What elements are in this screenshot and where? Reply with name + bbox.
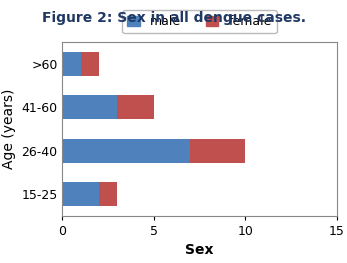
Bar <box>99 182 117 206</box>
Bar <box>62 52 81 76</box>
Bar <box>62 139 191 163</box>
Y-axis label: Age (years): Age (years) <box>2 89 16 169</box>
Legend: male, female: male, female <box>122 10 277 33</box>
Bar <box>62 95 117 119</box>
Bar <box>191 139 245 163</box>
Bar <box>117 95 154 119</box>
X-axis label: Sex: Sex <box>185 243 214 257</box>
Bar <box>81 52 99 76</box>
Text: Figure 2: Sex in all dengue cases.: Figure 2: Sex in all dengue cases. <box>42 11 305 26</box>
Bar <box>62 182 99 206</box>
